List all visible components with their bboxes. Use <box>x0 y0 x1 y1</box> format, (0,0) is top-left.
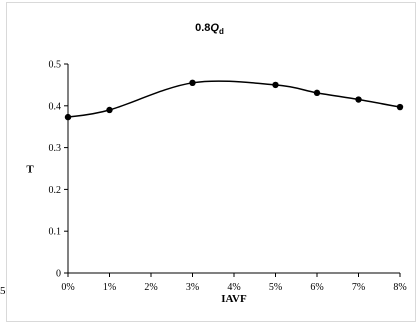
stray-edge-character: 5 <box>0 285 6 297</box>
x-tick-label: 5% <box>269 282 282 293</box>
y-tick-label: 0.5 <box>49 60 62 71</box>
y-tick-label: 0 <box>56 269 61 280</box>
x-tick-label: 8% <box>393 282 406 293</box>
y-tick-label: 0.3 <box>49 143 62 154</box>
chart-title: 0.8Qd <box>0 22 419 37</box>
x-tick-label: 1% <box>103 282 116 293</box>
y-axis-title: T <box>26 164 34 176</box>
data-point <box>64 113 72 121</box>
x-tick-label: 2% <box>144 282 157 293</box>
x-tick-label: 7% <box>352 282 365 293</box>
y-tick-label: 0.1 <box>49 227 62 238</box>
x-tick-label: 6% <box>310 282 323 293</box>
x-tick-label: 4% <box>227 282 240 293</box>
data-point <box>106 106 113 114</box>
series-line <box>67 80 401 118</box>
x-axis-title: IAVF <box>221 293 247 305</box>
y-tick-label: 0.4 <box>49 101 62 112</box>
y-tick-label: 0.2 <box>49 185 62 196</box>
data-point <box>272 81 279 89</box>
chart-frame <box>6 2 416 322</box>
data-point <box>355 96 362 103</box>
chart-title-sub: d <box>218 27 224 37</box>
data-point <box>313 89 321 97</box>
chart-title-q: Q <box>210 22 219 34</box>
x-tick-label: 3% <box>186 282 199 293</box>
data-point <box>396 103 404 111</box>
chart-title-main: 0.8 <box>195 22 211 34</box>
data-point <box>189 79 196 87</box>
x-tick-label: 0% <box>61 282 74 293</box>
